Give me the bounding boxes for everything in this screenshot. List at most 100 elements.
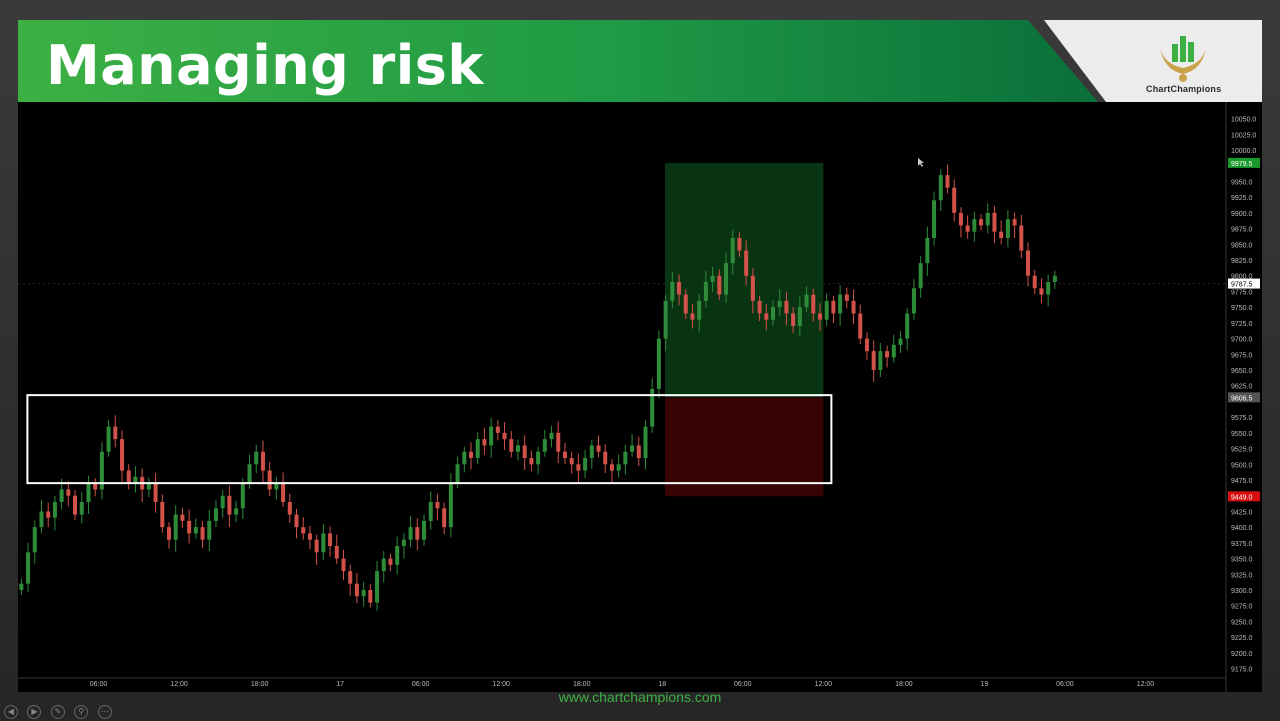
candle bbox=[1046, 282, 1051, 295]
candle bbox=[381, 558, 386, 572]
candle bbox=[475, 439, 480, 458]
candle bbox=[885, 351, 890, 358]
y-tick-label: 9250.0 bbox=[1231, 619, 1253, 626]
zoom-icon[interactable]: ⚲ bbox=[74, 704, 89, 719]
candle bbox=[375, 571, 380, 603]
candle bbox=[401, 539, 406, 546]
candle bbox=[515, 445, 520, 452]
y-tick-label: 9800.0 bbox=[1231, 274, 1253, 281]
chart-area: 10050.0 10025.0 10000.0 9950.0 9925.0 9900.0 9… bbox=[18, 102, 1262, 692]
x-tick-label: 18:00 bbox=[251, 681, 269, 688]
candle bbox=[254, 451, 259, 465]
candle bbox=[180, 514, 185, 521]
y-tick-label: 9300.0 bbox=[1231, 588, 1253, 595]
candle bbox=[744, 250, 749, 276]
candle bbox=[938, 175, 943, 201]
candle bbox=[630, 445, 635, 452]
y-tick-label: 9625.0 bbox=[1231, 384, 1253, 391]
candle bbox=[395, 546, 400, 565]
y-tick-label: 9850.0 bbox=[1231, 242, 1253, 249]
candle bbox=[992, 212, 997, 232]
candle bbox=[99, 451, 104, 490]
candle bbox=[422, 520, 427, 540]
candle bbox=[1039, 288, 1044, 295]
candle bbox=[368, 590, 373, 603]
candle bbox=[844, 294, 849, 301]
candle bbox=[495, 426, 500, 433]
candle bbox=[898, 338, 903, 345]
candle bbox=[415, 527, 420, 540]
candle bbox=[301, 527, 306, 534]
y-tick-label: 10050.0 bbox=[1231, 117, 1256, 124]
website-link[interactable]: www.chartchampions.com bbox=[558, 689, 722, 705]
y-tick-label: 9225.0 bbox=[1231, 635, 1253, 642]
y-tick-label: 9525.0 bbox=[1231, 447, 1253, 454]
candle bbox=[958, 212, 963, 226]
price-tag bbox=[1228, 157, 1260, 168]
candle bbox=[287, 502, 292, 515]
prev-icon[interactable]: ◀ bbox=[4, 704, 18, 719]
pen-icon[interactable]: ✎ bbox=[50, 704, 65, 719]
price-tag-label: 9449.0 bbox=[1231, 494, 1253, 501]
candle bbox=[724, 263, 729, 295]
candle bbox=[240, 483, 245, 509]
candle bbox=[589, 445, 594, 458]
candle bbox=[750, 275, 755, 301]
candle bbox=[529, 458, 534, 465]
target-zone bbox=[664, 162, 824, 398]
candlestick-chart: 10050.0 10025.0 10000.0 9950.0 9925.0 9900.0 9… bbox=[18, 102, 1260, 692]
candle bbox=[341, 558, 346, 572]
candle bbox=[146, 483, 151, 490]
y-tick-label: 9925.0 bbox=[1231, 195, 1253, 202]
candle bbox=[334, 546, 339, 559]
candle bbox=[1005, 219, 1010, 238]
candle bbox=[19, 583, 24, 590]
candle bbox=[878, 351, 883, 370]
y-tick-label: 10025.0 bbox=[1231, 132, 1256, 139]
candle bbox=[1052, 275, 1057, 282]
price-tag-label: 9787.5 bbox=[1231, 282, 1253, 289]
candle bbox=[911, 288, 916, 314]
candle bbox=[52, 502, 57, 518]
candle bbox=[489, 426, 494, 446]
logo-icon bbox=[1160, 36, 1206, 82]
candle bbox=[455, 464, 460, 484]
candle bbox=[710, 275, 715, 282]
x-tick-label: 19 bbox=[981, 681, 989, 688]
candle bbox=[482, 439, 487, 446]
candle bbox=[576, 464, 581, 471]
candle bbox=[166, 527, 172, 540]
candle bbox=[609, 464, 614, 471]
y-tick-label: 9825.0 bbox=[1231, 258, 1253, 265]
y-tick-label: 9375.0 bbox=[1231, 541, 1253, 548]
candle bbox=[207, 520, 212, 540]
stop-zone bbox=[664, 397, 824, 497]
candle bbox=[797, 307, 802, 326]
presentation-controls: ◀ ▶ ✎ ⚲ ⋯ bbox=[4, 703, 117, 719]
y-tick-label: 9700.0 bbox=[1231, 337, 1253, 344]
candle bbox=[468, 451, 474, 458]
candle bbox=[213, 508, 218, 521]
x-tick-label: 12:00 bbox=[170, 681, 188, 688]
candle bbox=[193, 527, 198, 534]
candle bbox=[321, 533, 326, 553]
candle bbox=[549, 432, 554, 440]
price-tag-label: 9979.5 bbox=[1231, 161, 1253, 168]
candle bbox=[683, 294, 688, 314]
candle bbox=[348, 571, 353, 584]
candle bbox=[173, 514, 178, 540]
y-tick-label: 9900.0 bbox=[1231, 211, 1253, 218]
y-tick-label: 9875.0 bbox=[1231, 227, 1253, 234]
y-tick-label: 9650.0 bbox=[1231, 368, 1253, 375]
candle bbox=[1019, 225, 1024, 251]
x-tick-label: 12:00 bbox=[1137, 681, 1155, 688]
x-tick-label: 18 bbox=[658, 681, 666, 688]
next-icon[interactable]: ▶ bbox=[27, 704, 42, 719]
candle bbox=[153, 483, 158, 502]
more-icon[interactable]: ⋯ bbox=[97, 704, 112, 719]
candle bbox=[234, 508, 239, 515]
candle bbox=[562, 451, 567, 458]
candle bbox=[26, 552, 31, 584]
candle bbox=[93, 483, 98, 490]
y-tick-label: 9725.0 bbox=[1231, 321, 1253, 328]
